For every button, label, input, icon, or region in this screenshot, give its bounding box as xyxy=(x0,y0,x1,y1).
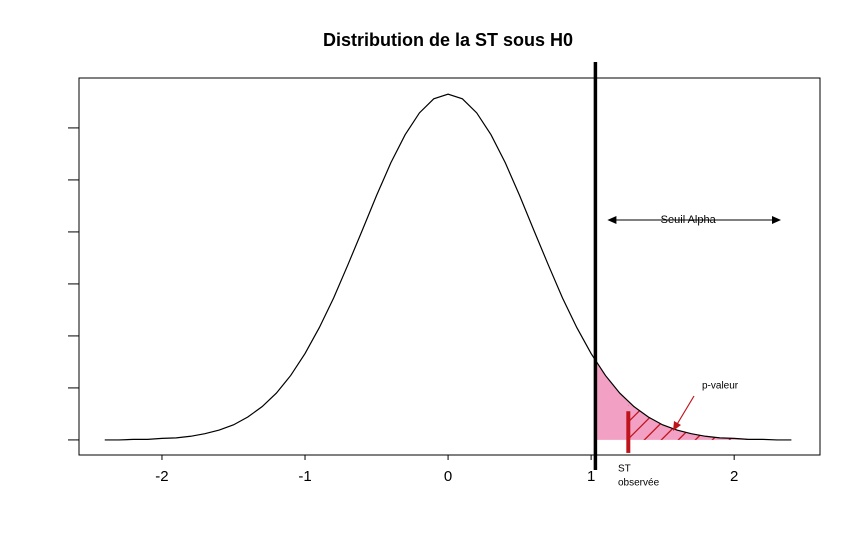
arrowhead xyxy=(607,216,617,224)
pvalue-label: p-valeur xyxy=(702,381,739,392)
chart-title: Distribution de la ST sous H0 xyxy=(323,30,573,50)
x-tick-label: -2 xyxy=(155,468,168,485)
x-tick-label: 2 xyxy=(730,468,738,485)
threshold-label: Seuil Alpha xyxy=(661,214,717,226)
hatch-line xyxy=(826,405,861,445)
hatch-line xyxy=(774,404,792,440)
x-tick-label: -1 xyxy=(298,468,311,485)
plot-frame xyxy=(78,77,821,456)
hatch-line xyxy=(628,404,646,440)
x-tick-label: 1 xyxy=(587,468,595,485)
x-tick-label: 0 xyxy=(444,468,452,485)
observed-label: ST xyxy=(618,464,631,475)
arrowhead xyxy=(673,421,681,431)
arrowhead xyxy=(772,216,781,224)
density-curve xyxy=(104,93,792,441)
tail-area xyxy=(595,360,792,440)
hatch-line xyxy=(809,405,849,445)
hatch-line xyxy=(792,405,832,445)
observed-label: observée xyxy=(618,478,660,489)
pvalue-arrow xyxy=(675,395,695,427)
